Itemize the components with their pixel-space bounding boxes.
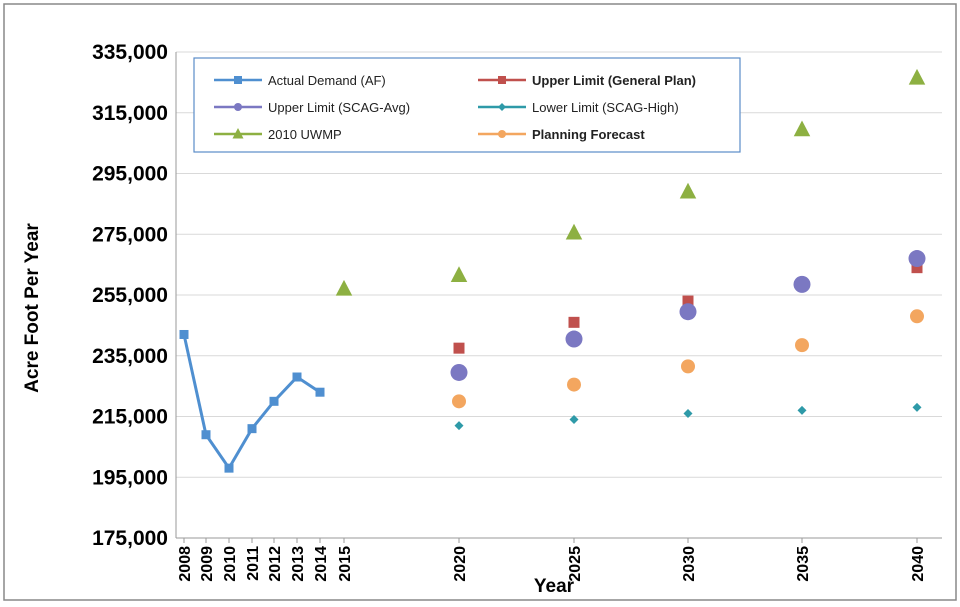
x-tick-label: 2030 — [681, 546, 698, 582]
legend-marker — [232, 128, 244, 139]
y-tick-label: 175,000 — [92, 527, 168, 550]
legend-label: 2010 UWMP — [268, 127, 342, 142]
legend-marker — [498, 130, 506, 138]
data-point — [795, 338, 809, 353]
legend-entry: Lower Limit (SCAG-High) — [478, 100, 679, 115]
y-tick-label: 275,000 — [92, 223, 168, 246]
y-tick-label: 295,000 — [92, 163, 168, 186]
legend-label: Upper Limit (General Plan) — [532, 73, 696, 88]
series-1 — [453, 262, 923, 354]
data-point — [315, 387, 325, 397]
legend-entry: Upper Limit (SCAG-Avg) — [214, 100, 410, 115]
legend-marker — [498, 76, 506, 84]
y-axis-label: Acre Foot Per Year — [22, 223, 43, 393]
x-tick-label: 2025 — [567, 546, 584, 582]
x-tick-label: 2012 — [267, 546, 284, 582]
legend-marker — [234, 103, 242, 111]
legend-marker — [234, 76, 242, 84]
legend-box — [193, 57, 741, 153]
data-point — [908, 68, 926, 85]
data-point — [793, 120, 811, 137]
data-point — [910, 309, 924, 324]
data-point — [454, 421, 464, 431]
y-tick-label: 195,000 — [92, 466, 168, 489]
data-point — [793, 275, 811, 293]
legend-entry: Upper Limit (General Plan) — [478, 73, 696, 88]
x-tick-label: 2010 — [222, 546, 239, 582]
data-point — [179, 329, 189, 339]
series-0 — [179, 329, 325, 473]
data-point — [682, 295, 694, 307]
y-tick-label: 255,000 — [92, 284, 168, 307]
legend-entry: 2010 UWMP — [214, 127, 342, 142]
data-point — [568, 316, 580, 328]
data-point — [201, 430, 211, 440]
legend-label: Upper Limit (SCAG-Avg) — [268, 100, 410, 115]
data-point — [450, 266, 468, 283]
legend: Actual Demand (AF) Upper Limit (General P… — [193, 57, 741, 153]
chart-border — [3, 3, 957, 601]
data-point — [565, 223, 583, 240]
x-tick-label: 2015 — [337, 546, 354, 582]
legend-entry: Actual Demand (AF) — [214, 73, 386, 88]
data-point — [912, 402, 922, 412]
data-point — [224, 463, 234, 473]
data-point — [247, 424, 257, 434]
data-point — [681, 359, 695, 374]
data-point — [679, 182, 697, 199]
data-point — [292, 372, 302, 382]
axis-layer: 175,000 195,000 215,000 235,000 255,000 275,0… — [92, 41, 942, 582]
legend-entry: Planning Forecast — [478, 127, 645, 142]
data-point — [452, 394, 466, 409]
data-point — [679, 303, 697, 321]
x-tick-label: 2009 — [199, 546, 216, 582]
data-point — [908, 250, 926, 268]
legend-marker — [498, 103, 506, 111]
x-tick-label: 2008 — [177, 546, 194, 582]
y-tick-label: 215,000 — [92, 406, 168, 429]
series-layer — [179, 68, 926, 473]
data-point — [569, 415, 579, 425]
data-point — [335, 279, 353, 296]
legend-label: Actual Demand (AF) — [268, 73, 386, 88]
data-point — [450, 363, 468, 381]
y-tick-label: 235,000 — [92, 345, 168, 368]
data-point — [911, 262, 923, 274]
x-tick-label: 2035 — [795, 546, 812, 582]
legend-label: Planning Forecast — [532, 127, 645, 142]
x-tick-label: 2013 — [290, 546, 307, 582]
x-tick-label: 2020 — [452, 546, 469, 582]
series-3 — [454, 402, 922, 431]
data-point — [565, 330, 583, 348]
data-point — [453, 342, 465, 354]
data-point — [269, 396, 279, 406]
series-2 — [450, 250, 926, 381]
y-tick-label: 315,000 — [92, 102, 168, 125]
x-tick-label: 2040 — [910, 546, 927, 582]
grid-layer — [176, 51, 942, 478]
x-tick-label: 2014 — [313, 546, 330, 582]
data-point — [683, 408, 693, 418]
series-5 — [452, 309, 924, 409]
x-axis-label: Year — [534, 576, 575, 597]
data-point — [797, 405, 807, 415]
x-tick-label: 2011 — [245, 546, 262, 581]
y-tick-label: 335,000 — [92, 41, 168, 64]
legend-label: Lower Limit (SCAG-High) — [532, 100, 679, 115]
data-point — [567, 377, 581, 392]
series-4 — [335, 68, 926, 296]
